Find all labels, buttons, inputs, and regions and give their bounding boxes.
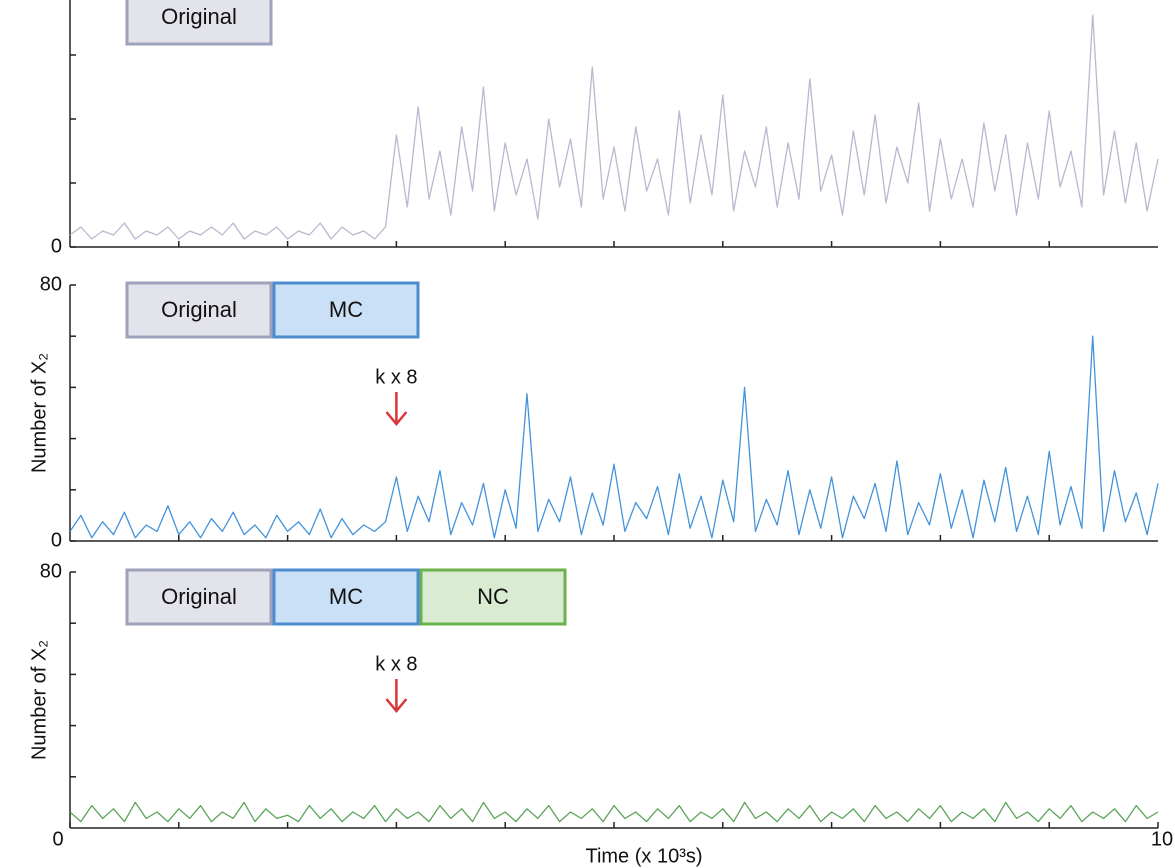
legend-box bbox=[125, 281, 273, 339]
annotation-arrow bbox=[385, 392, 408, 426]
legend-box bbox=[419, 568, 567, 626]
x-tick-label: 0 bbox=[52, 828, 63, 850]
y-tick-label: 80 bbox=[40, 273, 62, 295]
annotation: k x 8 bbox=[375, 653, 417, 675]
legend-box bbox=[125, 568, 273, 626]
x-tick-label: 10 bbox=[1151, 828, 1173, 850]
y-axis-label: Number of X₂ bbox=[28, 640, 50, 760]
legend-box bbox=[125, 0, 273, 46]
annotation: k x 8 bbox=[375, 366, 417, 388]
trace bbox=[69, 801, 1159, 823]
legend-label: NC bbox=[477, 584, 509, 609]
annotation-arrow bbox=[385, 679, 408, 713]
y-axis-label: Number of X₂ bbox=[28, 353, 50, 473]
legend-label: Original bbox=[161, 584, 237, 609]
legend-label: MC bbox=[329, 584, 363, 609]
legend-label: Original bbox=[161, 297, 237, 322]
legend-label: MC bbox=[329, 297, 363, 322]
trace bbox=[69, 14, 1159, 240]
legend-box bbox=[272, 281, 420, 339]
y-tick-label: 0 bbox=[51, 235, 62, 257]
y-tick-label: 0 bbox=[51, 529, 62, 551]
x-axis-label: Time (x 10³s) bbox=[585, 845, 702, 867]
legend-label: Original bbox=[161, 4, 237, 29]
legend-box bbox=[272, 568, 420, 626]
y-tick-label: 80 bbox=[40, 560, 62, 582]
trace bbox=[69, 335, 1159, 539]
